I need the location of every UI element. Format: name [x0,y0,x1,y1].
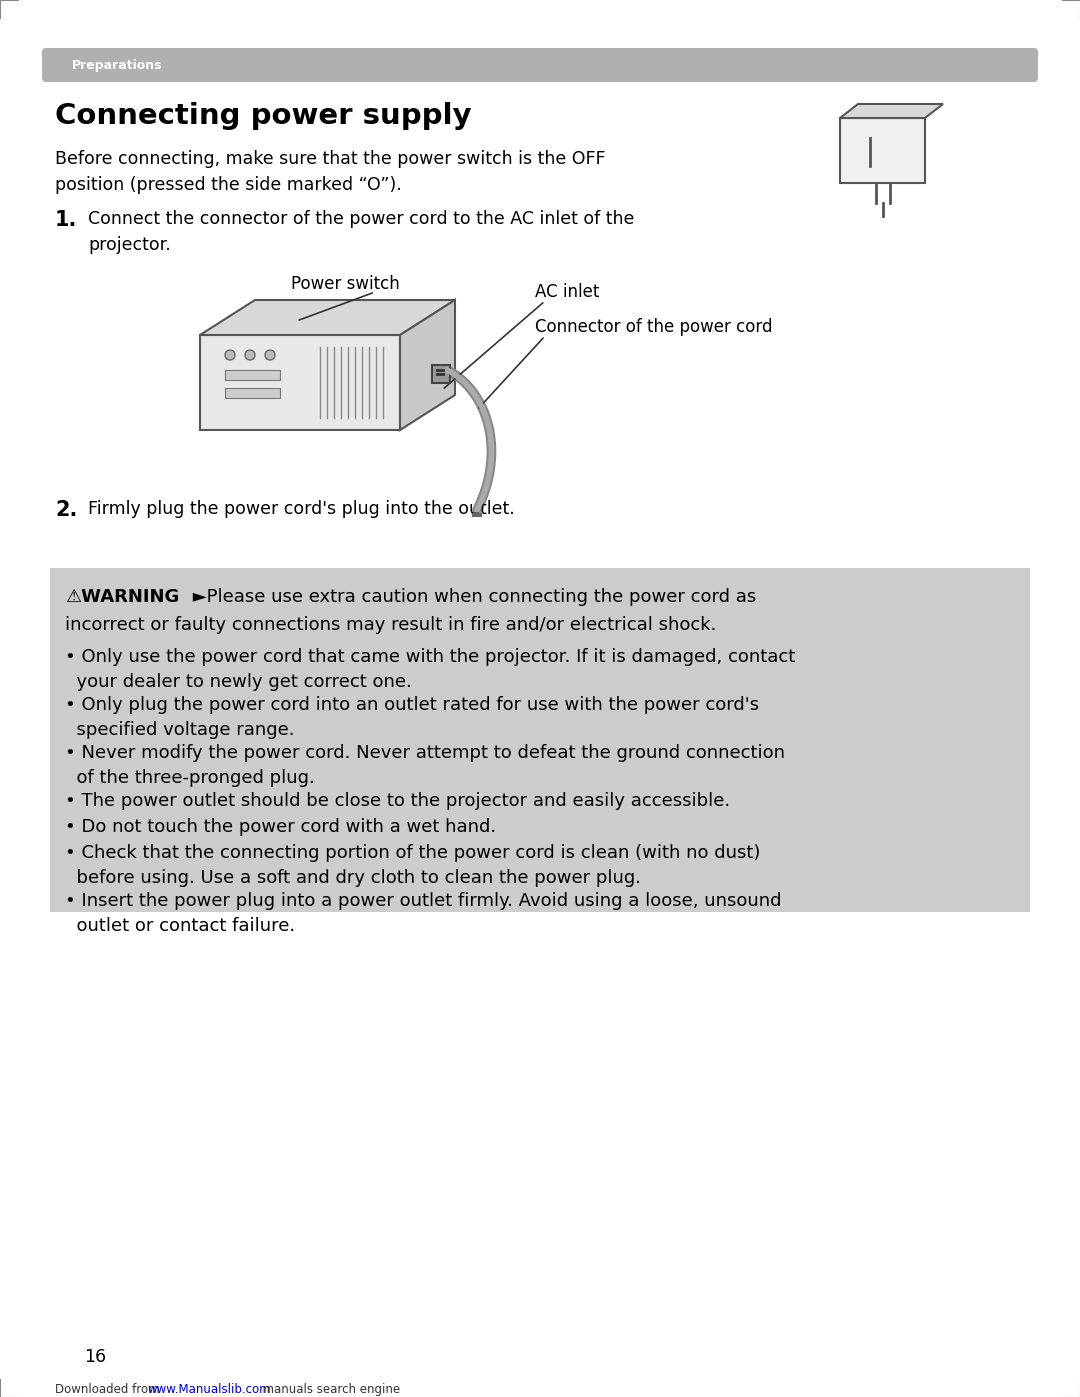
Text: • The power outlet should be close to the projector and easily accessible.: • The power outlet should be close to th… [65,792,730,810]
Text: • Only plug the power cord into an outlet rated for use with the power cord's
  : • Only plug the power cord into an outle… [65,696,759,739]
Circle shape [225,351,235,360]
Text: AC inlet: AC inlet [535,284,599,300]
Text: • Never modify the power cord. Never attempt to defeat the ground connection
  o: • Never modify the power cord. Never att… [65,745,785,787]
Bar [225,370,280,380]
Text: Firmly plug the power cord's plug into the outlet.: Firmly plug the power cord's plug into t… [87,500,515,518]
Text: Power switch: Power switch [291,275,400,293]
Text: ⚠WARNING: ⚠WARNING [65,588,179,606]
Text: ►Please use extra caution when connecting the power cord as: ►Please use extra caution when connectin… [187,588,756,606]
Text: www.Manualslib.com: www.Manualslib.com [147,1383,271,1396]
Bar [432,365,450,383]
Polygon shape [840,103,943,117]
Text: 16: 16 [84,1348,106,1366]
Text: 2.: 2. [55,500,78,520]
Text: Before connecting, make sure that the power switch is the OFF
position (pressed : Before connecting, make sure that the po… [55,149,606,194]
Text: manuals search engine: manuals search engine [255,1383,400,1396]
Polygon shape [200,300,455,335]
Text: Connect the connector of the power cord to the AC inlet of the
projector.: Connect the connector of the power cord … [87,210,634,254]
Text: • Insert the power plug into a power outlet firmly. Avoid using a loose, unsound: • Insert the power plug into a power out… [65,893,782,935]
Text: incorrect or faulty connections may result in fire and/or electrical shock.: incorrect or faulty connections may resu… [65,616,716,634]
Bar [50,569,1030,912]
Text: Downloaded from: Downloaded from [55,1383,163,1396]
Polygon shape [400,300,455,430]
Text: Preparations: Preparations [72,59,162,71]
Text: • Check that the connecting portion of the power cord is clean (with no dust)
  : • Check that the connecting portion of t… [65,844,760,887]
Bar [840,117,924,183]
Polygon shape [200,335,400,430]
Bar [225,388,280,398]
Circle shape [245,351,255,360]
Text: 1.: 1. [55,210,78,231]
Text: • Do not touch the power cord with a wet hand.: • Do not touch the power cord with a wet… [65,819,496,835]
Circle shape [265,351,275,360]
Text: • Only use the power cord that came with the projector. If it is damaged, contac: • Only use the power cord that came with… [65,648,795,692]
Text: Connector of the power cord: Connector of the power cord [535,319,772,337]
FancyBboxPatch shape [42,47,1038,82]
Text: Connecting power supply: Connecting power supply [55,102,472,130]
